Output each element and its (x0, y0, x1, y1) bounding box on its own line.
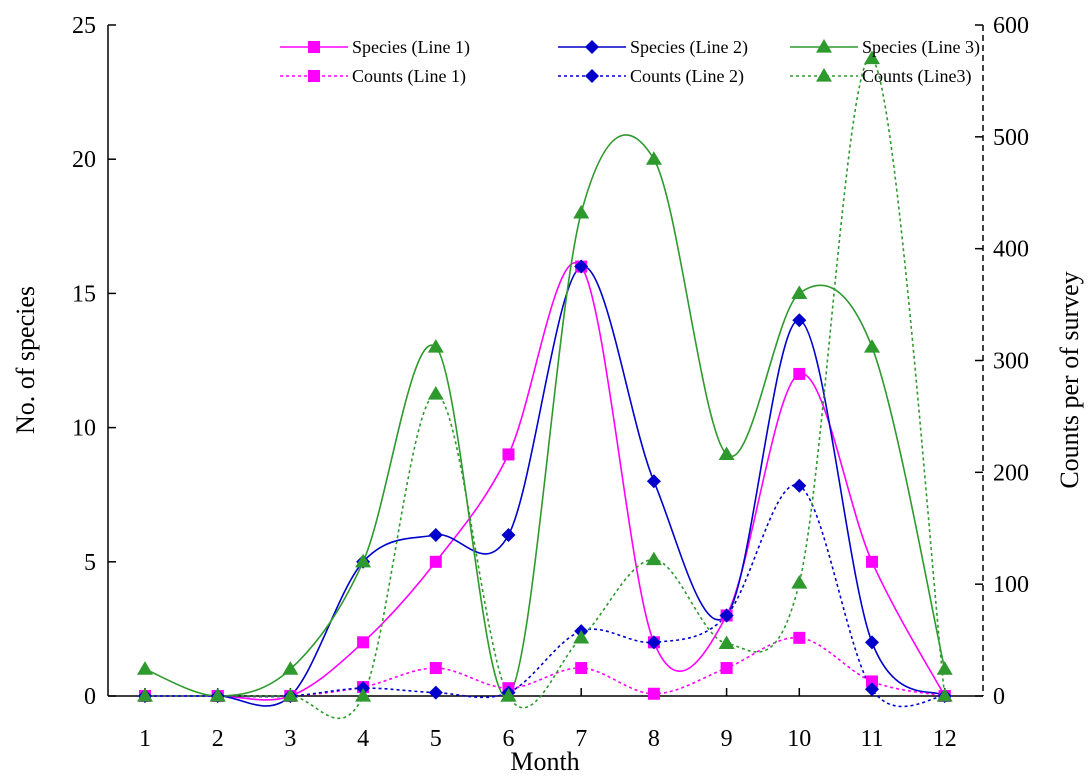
x-tick-label: 5 (430, 726, 442, 752)
left-tick-label: 5 (84, 550, 96, 576)
left-tick-label: 20 (72, 147, 96, 173)
data-point-series-6 (427, 386, 444, 400)
x-tick-label: 1 (139, 726, 151, 752)
data-point-series-5 (646, 635, 661, 650)
data-point-series-4 (575, 662, 588, 675)
right-tick-label: 100 (993, 572, 1029, 598)
legend-label: Counts (Line 1) (352, 66, 466, 87)
legend-label: Counts (Line 2) (630, 66, 744, 87)
x-tick-label: 11 (860, 726, 883, 752)
data-point-series-6 (573, 629, 590, 644)
data-point-series-6 (355, 688, 372, 702)
right-tick-label: 500 (993, 125, 1029, 151)
legend-label: Species (Line 3) (862, 37, 980, 58)
data-point-series-3 (573, 204, 590, 219)
x-axis-title: Month (510, 747, 579, 776)
data-point-series-5 (792, 478, 807, 493)
data-point-series-5 (865, 682, 879, 697)
left-tick-label: 0 (84, 684, 96, 710)
data-point-series-3 (282, 661, 299, 675)
data-point-series-6 (209, 688, 226, 702)
data-point-series-6 (864, 50, 880, 65)
data-point-series-1 (429, 555, 442, 568)
series-line-6 (145, 57, 946, 720)
data-point-series-3 (791, 285, 808, 299)
legend-label: Species (Line 2) (630, 37, 748, 58)
axes (107, 25, 984, 697)
data-point-series-3 (427, 339, 444, 353)
data-point-series-4 (866, 675, 878, 688)
x-tick-label: 6 (503, 726, 515, 752)
data-point-series-4 (793, 631, 806, 644)
legend-marker (585, 40, 599, 54)
legend-marker (816, 39, 832, 53)
series-line-4 (145, 636, 945, 698)
legend: Species (Line 1) Species (Line 2) Species … (280, 37, 980, 87)
data-point-series-3 (936, 661, 953, 675)
right-tick-label: 200 (993, 460, 1029, 486)
data-point-series-6 (936, 688, 953, 702)
data-point-series-2 (574, 259, 589, 274)
data-point-series-6 (137, 688, 153, 702)
data-point-series-4 (647, 687, 660, 700)
series-line-3 (144, 134, 946, 698)
data-point-series-3 (864, 339, 880, 353)
legend-marker (585, 69, 599, 83)
data-point-series-2 (428, 527, 443, 542)
data-point-series-3 (645, 151, 662, 165)
legend-marker (816, 68, 832, 82)
data-point-series-3 (718, 446, 735, 461)
x-tick-label: 12 (933, 726, 957, 752)
data-point-series-2 (865, 635, 879, 650)
data-point-series-4 (720, 662, 733, 675)
x-tick-label: 4 (357, 726, 369, 752)
data-point-series-6 (718, 635, 735, 650)
data-point-series-2 (792, 313, 807, 328)
right-tick-label: 300 (993, 349, 1029, 375)
legend-marker (308, 41, 320, 53)
data-point-series-6 (282, 688, 299, 702)
data-point-series-4 (429, 662, 442, 675)
data-point-series-5 (428, 685, 443, 700)
data-point-series-3 (355, 553, 372, 568)
left-tick-label: 25 (72, 13, 96, 39)
data-point-series-6 (500, 688, 517, 702)
left-axis-title: No. of species (11, 286, 40, 434)
legend-label: Counts (Line3) (862, 66, 972, 87)
left-tick-label: 15 (72, 281, 96, 307)
series-line-2 (145, 265, 946, 707)
data-point-series-1 (357, 636, 370, 649)
data-point-series-1 (866, 555, 878, 568)
legend-label: Species (Line 1) (352, 37, 470, 58)
right-tick-label: 600 (993, 13, 1029, 39)
data-point-series-1 (502, 448, 515, 461)
x-tick-label: 10 (787, 726, 811, 752)
left-tick-label: 10 (72, 416, 96, 442)
data-point-series-2 (646, 474, 661, 489)
x-tick-label: 7 (575, 726, 587, 752)
data-point-series-3 (137, 661, 153, 675)
x-tick-label: 3 (284, 726, 296, 752)
x-tick-label: 9 (721, 726, 733, 752)
x-tick-label: 2 (212, 726, 224, 752)
data-point-series-6 (791, 575, 808, 589)
data-point-series-1 (793, 367, 806, 380)
data-point-series-2 (501, 527, 516, 542)
data-point-series-5 (719, 608, 734, 623)
series-line-1 (145, 262, 946, 701)
series-lines (144, 57, 946, 720)
right-tick-label: 400 (993, 237, 1029, 263)
series-markers (137, 50, 953, 703)
right-axis-title: Counts per of survey (1055, 271, 1084, 488)
series-line-5 (145, 484, 945, 708)
data-point-series-6 (645, 551, 662, 566)
x-tick-label: 8 (648, 726, 660, 752)
right-tick-label: 0 (993, 684, 1005, 710)
legend-marker (308, 70, 320, 82)
